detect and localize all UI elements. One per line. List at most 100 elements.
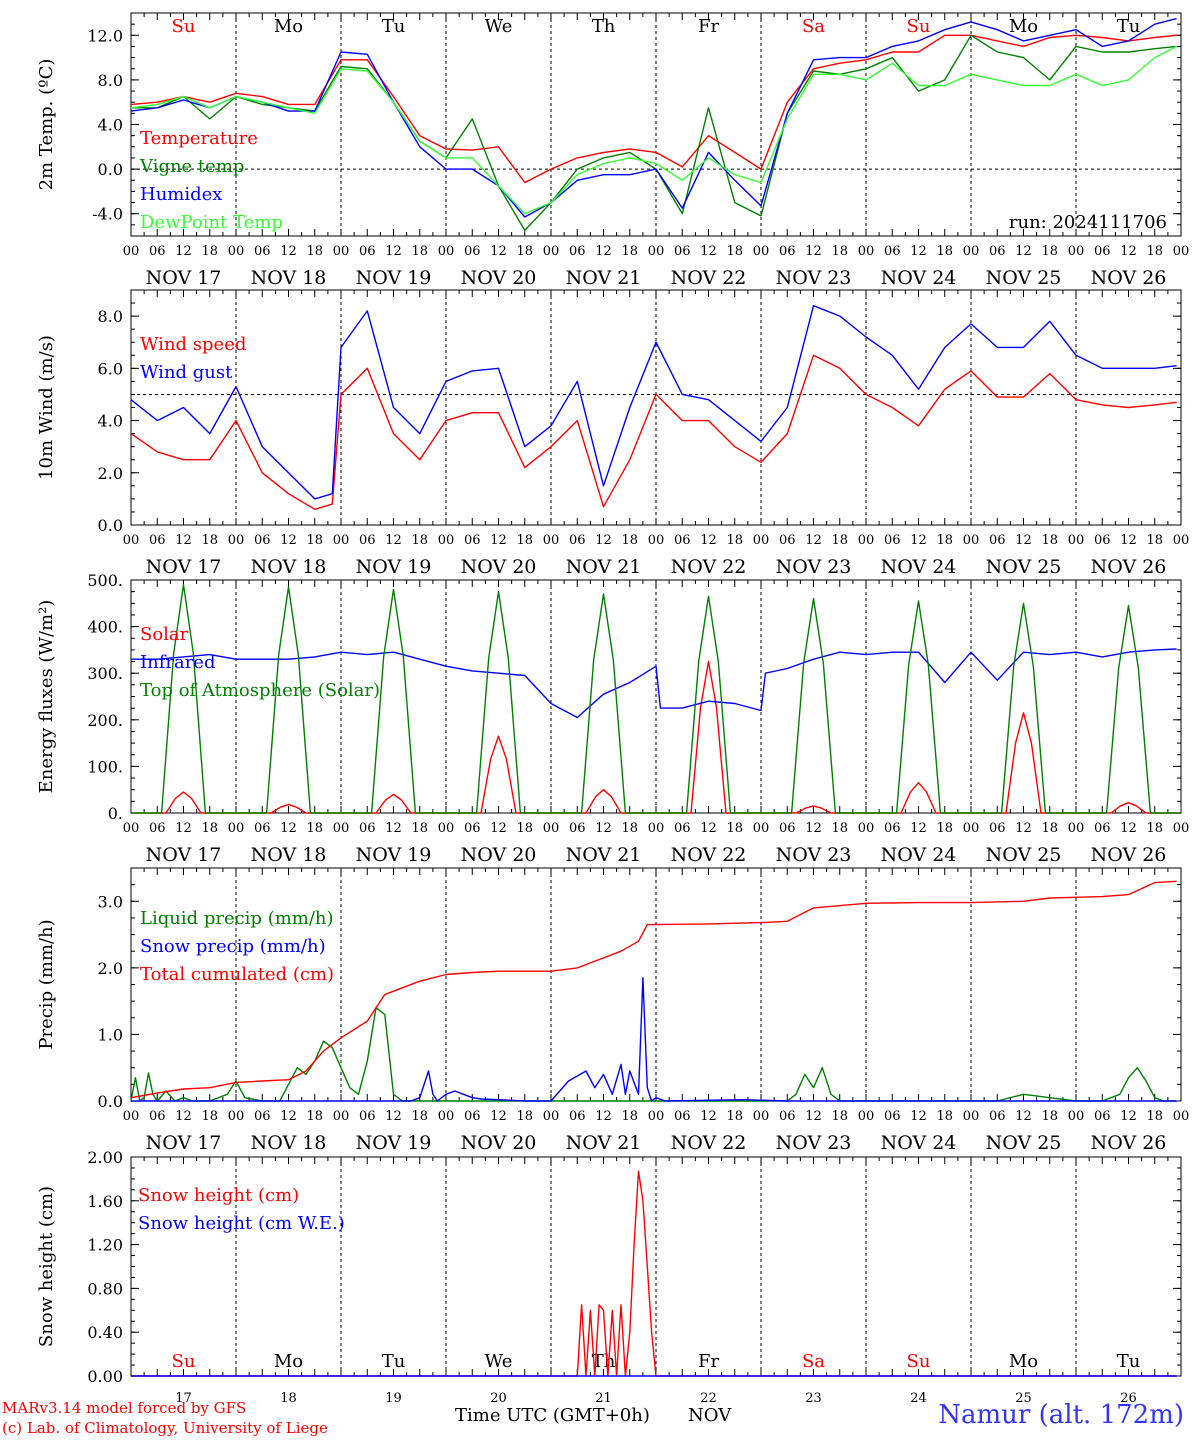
legend-entry: Solar <box>140 624 189 645</box>
y-tick-label: 0.0 <box>98 1092 123 1111</box>
weekday-label: Tu <box>1117 1351 1141 1372</box>
x-hour-label: 12 <box>175 244 192 259</box>
x-hour-label: 06 <box>464 821 481 836</box>
x-date-label: NOV 21 <box>566 844 642 866</box>
x-hour-label: 18 <box>411 244 428 259</box>
x-hour-label: 12 <box>1015 533 1032 548</box>
x-hour-label: 12 <box>910 1109 927 1124</box>
x-hour-label: 00 <box>1068 533 1085 548</box>
x-date-label: NOV 18 <box>251 267 327 289</box>
x-hour-label: 00 <box>858 244 875 259</box>
x-hour-label: 18 <box>411 821 428 836</box>
x-hour-label: 12 <box>385 533 402 548</box>
x-hour-label: 12 <box>700 244 717 259</box>
x-hour-label: 12 <box>1120 533 1137 548</box>
y-tick-label: 0.00 <box>87 1367 123 1386</box>
legend-entry: Humidex <box>140 184 222 205</box>
series-line-temperature <box>130 34 1177 184</box>
x-hour-label: 06 <box>359 821 376 836</box>
x-hour-label: 06 <box>674 821 691 836</box>
x-hour-label: 00 <box>333 244 350 259</box>
x-axis-title: Time UTC (GMT+0h) <box>455 1405 650 1426</box>
x-hour-label: 00 <box>123 244 140 259</box>
y-tick-label: 500. <box>87 571 123 590</box>
x-hour-label: 18 <box>411 533 428 548</box>
x-hour-label: 18 <box>831 1109 848 1124</box>
x-hour-label: 18 <box>516 821 533 836</box>
x-date-label: NOV 20 <box>461 556 537 578</box>
x-hour-label: 00 <box>123 533 140 548</box>
x-hour-label: 06 <box>464 533 481 548</box>
weekday-label: Su <box>907 16 931 37</box>
y-tick-label: 2.0 <box>98 464 123 483</box>
chart-panel-1: -4.0 0.0 4.0 8.0 12.0 2m Temp. (ºC) 00 06 12 18 NO… <box>36 12 1189 289</box>
x-hour-label: 12 <box>280 1109 297 1124</box>
x-axis-month: NOV <box>688 1405 732 1426</box>
x-date-label: NOV 17 <box>146 556 222 578</box>
x-hour-label: 18 <box>831 533 848 548</box>
x-hour-label: 12 <box>490 533 507 548</box>
x-hour-label: 06 <box>149 533 166 548</box>
y-tick-label: 0.80 <box>87 1279 123 1298</box>
y-tick-label: -4.0 <box>92 205 123 224</box>
x-hour-label: 06 <box>884 244 901 259</box>
y-tick-label: 12.0 <box>87 26 123 45</box>
x-hour-label: 18 <box>1041 533 1058 548</box>
x-date-label: NOV 25 <box>986 267 1062 289</box>
x-date-label: NOV 22 <box>671 267 747 289</box>
x-hour-label: 00 <box>1068 821 1085 836</box>
x-hour-label: 12 <box>595 821 612 836</box>
x-hour-label: 06 <box>674 244 691 259</box>
x-hour-label: 00 <box>648 244 665 259</box>
x-hour-label: 12 <box>175 533 192 548</box>
weekday-label: Mo <box>1009 16 1038 37</box>
x-hour-label: 06 <box>254 533 271 548</box>
x-hour-label: 00 <box>228 244 245 259</box>
y-tick-label: 4.0 <box>98 412 123 431</box>
x-hour-label: 06 <box>989 533 1006 548</box>
y-axis-title: Snow height (cm) <box>36 1186 57 1347</box>
x-date-label: NOV 26 <box>1091 1132 1167 1154</box>
x-hour-label: 00 <box>123 821 140 836</box>
x-hour-label: 18 <box>726 821 743 836</box>
weekday-label: Tu <box>1117 16 1141 37</box>
x-hour-label: 18 <box>621 1109 638 1124</box>
x-hour-label: 00 <box>858 821 875 836</box>
x-date-label: NOV 20 <box>461 267 537 289</box>
x-date-label: NOV 17 <box>146 267 222 289</box>
x-hour-label: 00 <box>1068 1109 1085 1124</box>
x-hour-label: 12 <box>595 533 612 548</box>
series-line-wind-speed <box>130 354 1177 510</box>
x-hour-label: 00 <box>438 1109 455 1124</box>
y-tick-label: 0.40 <box>87 1323 123 1342</box>
x-hour-label: 06 <box>149 244 166 259</box>
weekday-label: Su <box>172 16 196 37</box>
x-hour-label: 18 <box>1041 1109 1058 1124</box>
weekday-label: We <box>485 16 513 37</box>
x-date-label: NOV 23 <box>776 267 852 289</box>
x-hour-label: 18 <box>1146 1109 1163 1124</box>
chart-panel-3: 0. 100. 200. 300. 400. 500. Energy fluxes (W/m… <box>36 571 1189 866</box>
x-hour-label: 00 <box>963 533 980 548</box>
x-hour-label: 18 <box>306 244 323 259</box>
x-hour-label: 18 <box>201 533 218 548</box>
legend-entry: Snow height (cm W.E.) <box>138 1213 345 1234</box>
y-tick-label: 1.0 <box>98 1025 123 1044</box>
weekday-label: Fr <box>698 1351 719 1372</box>
x-hour-label: 12 <box>910 533 927 548</box>
x-date-label: NOV 21 <box>566 556 642 578</box>
y-tick-label: 200. <box>87 711 123 730</box>
x-hour-label: 18 <box>306 1109 323 1124</box>
weekday-label: Su <box>907 1351 931 1372</box>
x-hour-label: 12 <box>385 1109 402 1124</box>
x-date-label: NOV 22 <box>671 556 747 578</box>
x-hour-label: 06 <box>1094 533 1111 548</box>
x-day-number: 20 <box>490 1391 507 1406</box>
x-hour-label: 12 <box>805 533 822 548</box>
x-hour-label: 06 <box>359 244 376 259</box>
legend-entry: DewPoint Temp <box>140 212 283 233</box>
y-tick-label: 400. <box>87 618 123 637</box>
x-hour-label: 06 <box>569 821 586 836</box>
x-hour-label: 18 <box>936 821 953 836</box>
y-tick-label: 3.0 <box>98 892 123 911</box>
